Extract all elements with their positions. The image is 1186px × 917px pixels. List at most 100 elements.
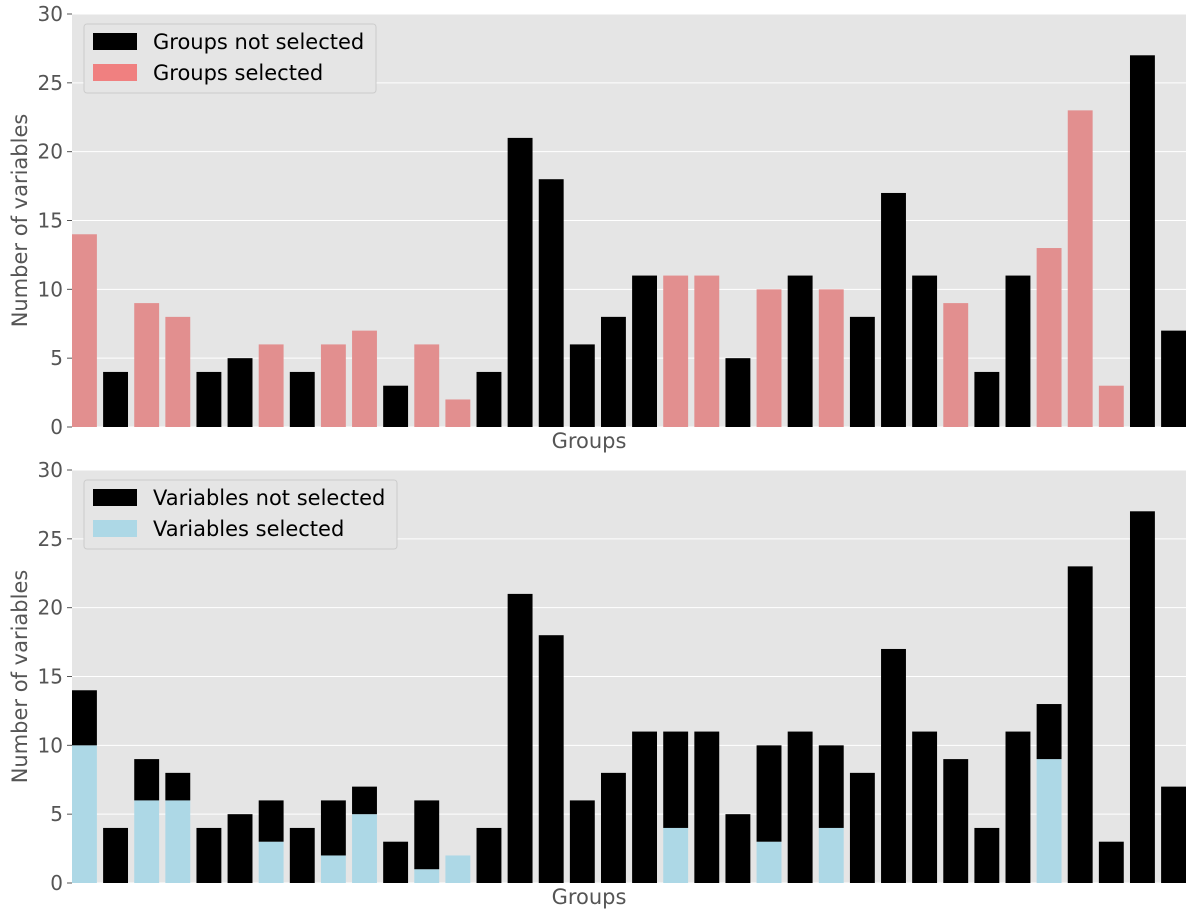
bar-variables-selected	[320, 855, 346, 883]
bar-variables-selected	[258, 841, 284, 883]
y-tick-label: 20	[38, 596, 63, 620]
bar-variables-not-selected	[538, 635, 564, 883]
bar-group-not-selected	[103, 371, 129, 427]
bar-group-not-selected	[849, 316, 875, 427]
bar-group-not-selected	[881, 192, 906, 427]
legend-swatch	[93, 520, 137, 537]
bar-group-selected	[72, 234, 97, 427]
bar-group-not-selected	[1005, 275, 1031, 427]
y-axis-label: Number of variables	[8, 570, 32, 784]
bar-variables-not-selected	[881, 648, 906, 883]
bar-variables-not-selected	[72, 690, 97, 746]
bar-group-selected	[943, 303, 969, 427]
bar-group-not-selected	[632, 275, 658, 427]
bar-group-not-selected	[1161, 330, 1186, 427]
y-tick-label: 15	[38, 209, 63, 233]
y-tick-label: 0	[50, 415, 63, 439]
legend-swatch	[93, 64, 137, 81]
legend: Variables not selected Variables selected	[83, 479, 398, 550]
legend-label: Groups not selected	[153, 30, 364, 54]
bar-variables-not-selected	[165, 772, 191, 801]
bar-variables-not-selected	[1161, 786, 1186, 883]
bar-group-not-selected	[1129, 55, 1155, 428]
bar-variables-not-selected	[912, 731, 938, 883]
bar-variables-not-selected	[725, 814, 751, 883]
bar-variables-not-selected	[289, 827, 315, 883]
bar-variables-selected	[756, 841, 782, 883]
bar-group-not-selected	[787, 275, 813, 427]
legend-label: Groups selected	[153, 61, 323, 85]
bar-variables-selected	[445, 855, 471, 883]
bar-variables-not-selected	[1098, 841, 1124, 883]
legend-swatch	[93, 33, 137, 50]
bar-group-selected	[165, 316, 191, 427]
bar-variables-selected	[134, 800, 160, 883]
bar-variables-selected	[352, 814, 377, 883]
y-tick-label: 5	[50, 346, 63, 370]
bar-variables-not-selected	[1067, 566, 1093, 883]
bar-variables-not-selected	[1129, 511, 1155, 883]
bar-group-not-selected	[912, 275, 938, 427]
bar-group-not-selected	[476, 371, 502, 427]
bar-group-not-selected	[538, 179, 564, 427]
y-tick-label: 30	[38, 458, 63, 482]
legend-box	[83, 23, 377, 94]
bar-variables-selected	[72, 745, 97, 883]
bar-variables-not-selected	[507, 593, 533, 883]
bar-variables-not-selected	[818, 745, 844, 828]
y-tick-label: 5	[50, 802, 63, 826]
bar-variables-not-selected	[134, 759, 160, 801]
y-tick-label: 30	[38, 2, 63, 26]
bar-variables-not-selected	[1005, 731, 1031, 883]
legend-label: Variables selected	[153, 517, 344, 541]
y-tick-label: 15	[38, 665, 63, 689]
bar-variables-not-selected	[1036, 704, 1062, 760]
chart-panel-variables: 0 5 10 15 20 25 30 Groups Number of variables Var…	[8, 458, 1186, 909]
bar-variables-not-selected	[103, 827, 129, 883]
y-tick-label: 10	[38, 733, 63, 757]
bar-variables-selected	[663, 827, 689, 883]
bar-group-not-selected	[569, 344, 595, 427]
bar-variables-not-selected	[663, 731, 689, 828]
bar-group-selected	[414, 344, 440, 427]
y-tick-label: 20	[38, 140, 63, 164]
bar-group-selected	[818, 289, 844, 427]
chart-panel-groups: 0 5 10 15 20 25 30 Groups Number of variables Gro…	[8, 2, 1186, 453]
bar-variables-not-selected	[352, 786, 377, 815]
bar-group-selected	[694, 275, 720, 427]
bar-variables-not-selected	[974, 827, 1000, 883]
bar-group-not-selected	[383, 385, 409, 427]
bar-variables-selected	[165, 800, 191, 883]
bar-variables-not-selected	[320, 800, 346, 856]
bar-variables-selected	[414, 869, 440, 883]
bar-group-selected	[1067, 110, 1093, 427]
bar-group-selected	[756, 289, 782, 427]
x-axis-label: Groups	[552, 429, 627, 453]
bar-group-not-selected	[600, 316, 626, 427]
bar-variables-not-selected	[787, 731, 813, 883]
bar-variables-not-selected	[849, 772, 875, 883]
y-tick-label: 10	[38, 277, 63, 301]
bar-group-selected	[352, 330, 377, 427]
bar-group-selected	[134, 303, 160, 427]
bar-variables-not-selected	[476, 827, 502, 883]
bar-group-selected	[445, 399, 471, 427]
y-tick-label: 25	[38, 527, 63, 551]
y-tick-label: 0	[50, 871, 63, 895]
legend-label: Variables not selected	[153, 486, 385, 510]
bar-group-not-selected	[507, 137, 533, 427]
bar-group-selected	[1098, 385, 1124, 427]
bar-variables-not-selected	[569, 800, 595, 883]
bar-group-not-selected	[725, 358, 751, 427]
bar-group-not-selected	[974, 371, 1000, 427]
legend: Groups not selected Groups selected	[83, 23, 377, 94]
bar-variables-not-selected	[632, 731, 658, 883]
legend-box	[83, 479, 398, 550]
bar-variables-not-selected	[196, 827, 222, 883]
bar-variables-not-selected	[414, 800, 440, 870]
bar-variables-not-selected	[600, 772, 626, 883]
x-axis-label: Groups	[552, 885, 627, 909]
bar-group-selected	[258, 344, 284, 427]
